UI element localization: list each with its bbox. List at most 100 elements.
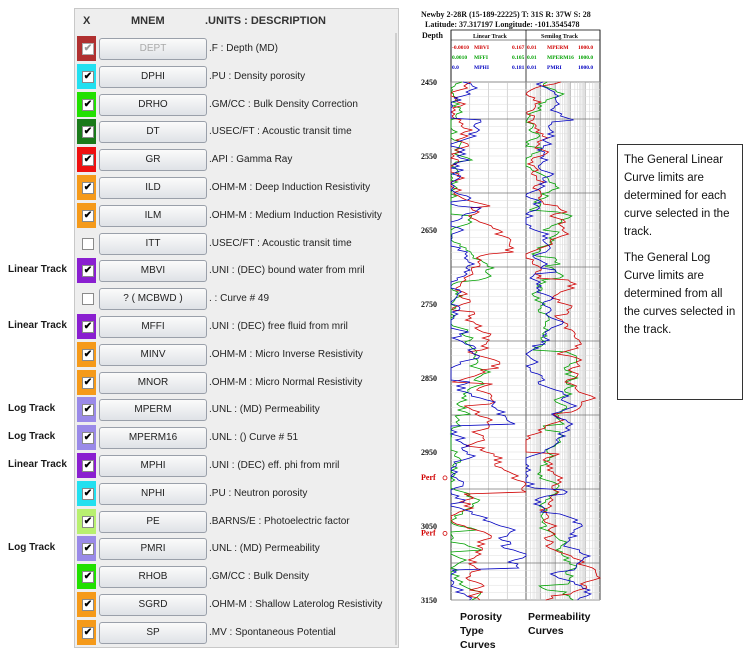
curve-checkbox[interactable]: ✔ bbox=[82, 515, 94, 528]
curve-color-swatch[interactable]: ✔ bbox=[77, 258, 96, 284]
curve-mnem-button[interactable]: SGRD bbox=[99, 594, 207, 616]
curve-color-swatch[interactable]: ✔ bbox=[77, 36, 96, 61]
track-type-label: Linear Track bbox=[8, 320, 67, 331]
curve-color-swatch[interactable]: ✔ bbox=[77, 453, 96, 478]
curve-row: ✔ PMRI .UNL : (MD) Permeability bbox=[75, 535, 400, 563]
curve-mnem-button[interactable]: ? ( MCBWD ) bbox=[99, 288, 207, 311]
curve-mnem-button[interactable]: MPHI bbox=[99, 455, 207, 477]
curve-row: ✔ ILM .OHM-M : Medium Induction Resistivit… bbox=[75, 202, 400, 230]
curve-row: ✔ DRHO .GM/CC : Bulk Density Correction bbox=[75, 91, 400, 119]
curve-color-swatch[interactable]: ✔ bbox=[77, 592, 96, 617]
curve-row: ✔ SGRD .OHM-M : Shallow Laterolog Resistiv… bbox=[75, 591, 400, 619]
curve-mnem-button[interactable]: MINV bbox=[99, 343, 207, 366]
curve-row: ✔ SP .MV : Spontaneous Potential bbox=[75, 619, 400, 647]
curve-color-swatch[interactable]: ✔ bbox=[77, 202, 96, 228]
curve-checkbox[interactable]: ✔ bbox=[82, 376, 94, 389]
curve-checkbox[interactable]: ✔ bbox=[82, 460, 94, 472]
curve-color-swatch[interactable]: ✔ bbox=[77, 91, 96, 117]
linear-track-title: Linear Track bbox=[473, 34, 507, 40]
curve-checkbox[interactable]: ✔ bbox=[82, 126, 94, 139]
curve-color-swatch[interactable]: ✔ bbox=[77, 397, 96, 423]
curve-mnem-button[interactable]: PMRI bbox=[99, 538, 207, 561]
curve-mnem-button[interactable]: SP bbox=[99, 621, 207, 644]
curve-mnem-button[interactable]: GR bbox=[99, 149, 207, 172]
curve-checkbox[interactable]: ✔ bbox=[82, 543, 94, 556]
curve-checkbox[interactable]: ✔ bbox=[82, 571, 94, 584]
perf-marker bbox=[442, 531, 448, 536]
curve-checkbox[interactable]: ✔ bbox=[82, 70, 94, 83]
curve-color-swatch[interactable]: ✔ bbox=[77, 508, 96, 534]
linear-legend-name: MPHI bbox=[474, 65, 489, 71]
caption-left-line: Type bbox=[460, 625, 484, 637]
curve-color-swatch[interactable]: ✔ bbox=[77, 480, 96, 506]
curve-color-swatch[interactable]: ✔ bbox=[77, 369, 96, 395]
curve-checkbox[interactable]: ✔ bbox=[82, 321, 94, 333]
track-type-label: Log Track bbox=[8, 431, 56, 443]
curve-checkbox[interactable]: ✔ bbox=[82, 182, 94, 194]
depth-tick-label: 3150 bbox=[421, 596, 437, 605]
curve-checkbox[interactable]: ✔ bbox=[82, 404, 94, 417]
curve-mnem-button[interactable]: ITT bbox=[99, 232, 207, 255]
curve-mnem-button[interactable]: RHOB bbox=[99, 566, 207, 589]
track-type-label: Linear Track bbox=[8, 459, 67, 470]
curve-color-swatch[interactable]: ✔ bbox=[77, 619, 96, 645]
track-type-label: Linear Track bbox=[8, 264, 67, 276]
depth-tick-label: 2850 bbox=[421, 374, 437, 383]
curve-mnem-button[interactable]: MFFI bbox=[99, 316, 207, 338]
curve-description: .UNI : (DEC) free fluid from mril bbox=[209, 321, 348, 332]
mphi-curve bbox=[449, 81, 527, 601]
linear-legend-min: 0.0010 bbox=[452, 55, 467, 61]
curve-mnem-button[interactable]: ILD bbox=[99, 177, 207, 199]
curve-color-swatch[interactable]: ✔ bbox=[77, 63, 96, 89]
curve-row: ✔ GR .API : Gamma Ray bbox=[75, 146, 400, 174]
curve-checkbox[interactable] bbox=[82, 293, 94, 306]
note-paragraph-linear: The General Linear Curve limits are dete… bbox=[624, 154, 730, 238]
curve-checkbox[interactable] bbox=[82, 237, 94, 250]
curve-row: ✔ MPHI .UNI : (DEC) eff. phi from mril bbox=[75, 452, 400, 480]
curve-color-swatch[interactable]: ✔ bbox=[77, 564, 96, 590]
curve-description: .BARNS/E : Photoelectric factor bbox=[209, 515, 350, 527]
curve-row: ✔ MFFI .UNI : (DEC) free fluid from mril bbox=[75, 313, 400, 341]
header-units-description: .UNITS : DESCRIPTION bbox=[205, 15, 327, 27]
curve-checkbox[interactable]: ✔ bbox=[82, 265, 94, 278]
curve-checkbox[interactable]: ✔ bbox=[82, 626, 94, 639]
curve-checkbox[interactable]: ✔ bbox=[82, 209, 94, 222]
curve-mnem-button[interactable]: NPHI bbox=[99, 482, 207, 505]
curve-color-swatch[interactable]: ✔ bbox=[77, 119, 96, 145]
curve-checkbox[interactable]: ✔ bbox=[82, 599, 94, 611]
curve-color-swatch[interactable]: ✔ bbox=[77, 425, 96, 451]
curve-color-swatch[interactable] bbox=[77, 286, 96, 312]
curve-mnem-button[interactable]: DRHO bbox=[99, 93, 207, 116]
curve-checkbox[interactable]: ✔ bbox=[82, 487, 94, 500]
curve-checkbox[interactable]: ✔ bbox=[82, 154, 94, 167]
curve-mnem-button[interactable]: MBVI bbox=[99, 260, 207, 283]
curve-color-swatch[interactable]: ✔ bbox=[77, 314, 96, 339]
curve-mnem-button[interactable]: PE bbox=[99, 510, 207, 533]
curve-checkbox[interactable]: ✔ bbox=[82, 98, 94, 111]
curve-color-swatch[interactable]: ✔ bbox=[77, 175, 96, 200]
curve-row: ✔ PE .BARNS/E : Photoelectric factor bbox=[75, 508, 400, 536]
curve-mnem-button[interactable]: DT bbox=[99, 121, 207, 144]
curve-mnem-button[interactable]: MPERM bbox=[99, 399, 207, 422]
curve-row: ✔ MNOR .OHM-M : Micro Normal Resistivity bbox=[75, 369, 400, 397]
curve-mnem-button[interactable]: MPERM16 bbox=[99, 427, 207, 450]
curve-color-swatch[interactable]: ✔ bbox=[77, 147, 96, 173]
curve-checkbox[interactable]: ✔ bbox=[82, 348, 94, 361]
curve-description: .UNL : (MD) Permeability bbox=[209, 543, 320, 555]
perf-label: Perf bbox=[421, 528, 436, 537]
curve-mnem-button[interactable]: MNOR bbox=[99, 371, 207, 394]
curve-color-swatch[interactable] bbox=[77, 230, 96, 256]
panel-header: X MNEM .UNITS : DESCRIPTION bbox=[75, 9, 400, 33]
curve-color-swatch[interactable]: ✔ bbox=[77, 536, 96, 562]
curve-description: .OHM-M : Medium Induction Resistivity bbox=[209, 209, 382, 221]
curve-mnem-button[interactable]: DPHI bbox=[99, 65, 207, 88]
curve-color-swatch[interactable]: ✔ bbox=[77, 341, 96, 367]
pmri-curve bbox=[525, 81, 593, 601]
curve-mnem-button[interactable]: ILM bbox=[99, 204, 207, 227]
depth-tick-label: 2650 bbox=[421, 226, 437, 235]
curve-checkbox[interactable]: ✔ bbox=[82, 43, 94, 55]
curve-selection-panel: X MNEM .UNITS : DESCRIPTION ✔ DEPT .F : De… bbox=[74, 8, 399, 648]
curve-mnem-button[interactable]: DEPT bbox=[99, 38, 207, 60]
curve-checkbox[interactable]: ✔ bbox=[82, 432, 94, 445]
curve-row: ✔ NPHI .PU : Neutron porosity bbox=[75, 480, 400, 508]
